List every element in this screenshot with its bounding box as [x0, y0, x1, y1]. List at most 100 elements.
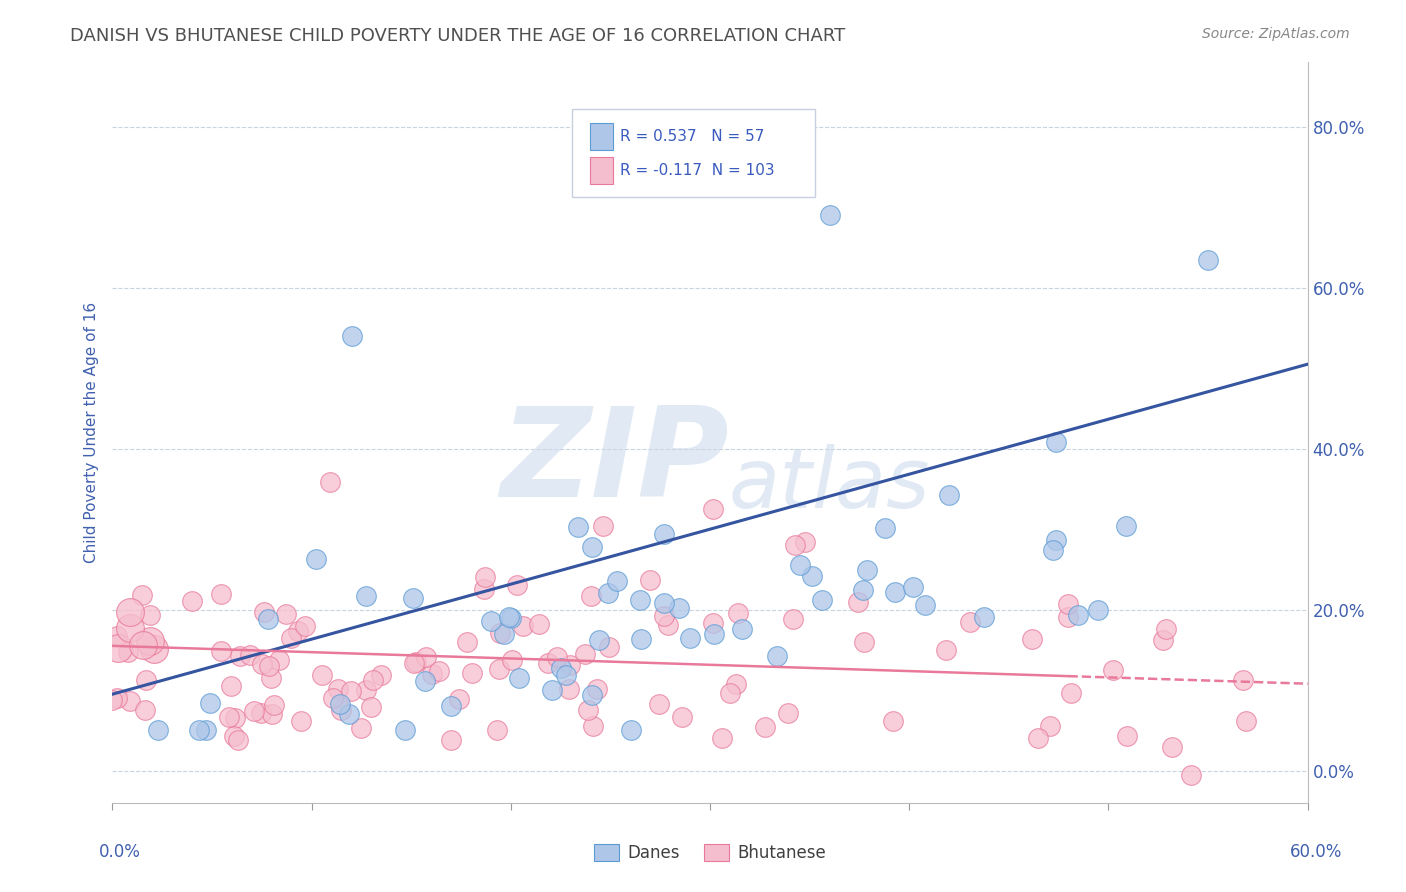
- Point: [1067, 607, 1090, 622]
- Point: [440, 698, 463, 713]
- Point: [581, 689, 603, 703]
- Point: [652, 608, 675, 623]
- Point: [914, 598, 936, 612]
- Point: [360, 699, 382, 714]
- Point: [488, 625, 510, 640]
- Point: [447, 691, 470, 706]
- Point: [250, 657, 273, 671]
- Point: [135, 673, 157, 688]
- Point: [105, 629, 128, 643]
- Point: [224, 711, 246, 725]
- Point: [405, 655, 427, 669]
- Point: [938, 488, 960, 502]
- Point: [209, 644, 232, 658]
- Point: [228, 733, 250, 747]
- Point: [558, 658, 581, 673]
- Point: [668, 600, 690, 615]
- Point: [260, 671, 283, 685]
- Point: [472, 582, 495, 597]
- Point: [852, 583, 875, 598]
- Point: [588, 633, 610, 648]
- Point: [592, 519, 614, 533]
- Point: [229, 649, 252, 664]
- Point: [811, 592, 834, 607]
- Point: [274, 607, 297, 621]
- Point: [488, 662, 510, 676]
- Point: [903, 580, 925, 594]
- Point: [420, 667, 443, 681]
- Point: [529, 617, 551, 632]
- Point: [794, 535, 817, 549]
- Legend: Danes, Bhutanese: Danes, Bhutanese: [586, 837, 834, 869]
- Point: [194, 723, 217, 738]
- Point: [671, 710, 693, 724]
- Point: [1021, 632, 1043, 647]
- Point: [337, 706, 360, 721]
- Point: [818, 208, 841, 222]
- Point: [456, 634, 478, 648]
- Point: [402, 591, 425, 606]
- Point: [875, 521, 897, 535]
- Point: [783, 538, 806, 552]
- Point: [585, 682, 607, 697]
- Text: 60.0%: 60.0%: [1291, 843, 1343, 861]
- Point: [1102, 664, 1125, 678]
- Point: [620, 723, 643, 738]
- Point: [1039, 719, 1062, 733]
- Point: [501, 653, 523, 667]
- Point: [440, 732, 463, 747]
- Text: ZIP: ZIP: [501, 401, 728, 523]
- Point: [427, 664, 450, 678]
- Point: [287, 624, 309, 639]
- Point: [754, 720, 776, 734]
- Point: [657, 618, 679, 632]
- Point: [558, 681, 581, 696]
- Point: [581, 589, 603, 603]
- Text: DANISH VS BHUTANESE CHILD POVERTY UNDER THE AGE OF 16 CORRELATION CHART: DANISH VS BHUTANESE CHILD POVERTY UNDER …: [70, 27, 845, 45]
- Point: [479, 614, 502, 628]
- Point: [574, 647, 596, 661]
- Point: [1045, 435, 1067, 450]
- Point: [512, 618, 534, 632]
- Point: [711, 731, 734, 745]
- Point: [1026, 731, 1049, 745]
- Point: [630, 632, 652, 646]
- Point: [596, 586, 619, 600]
- Point: [1161, 740, 1184, 755]
- Point: [776, 706, 799, 721]
- Point: [290, 714, 312, 729]
- Text: atlas: atlas: [728, 444, 931, 525]
- Point: [350, 721, 373, 735]
- Point: [294, 619, 316, 633]
- Point: [582, 718, 605, 732]
- Point: [224, 729, 246, 743]
- Point: [260, 707, 283, 722]
- Point: [138, 634, 160, 648]
- Point: [1057, 610, 1080, 624]
- Point: [498, 609, 520, 624]
- Point: [959, 615, 981, 629]
- Point: [370, 668, 392, 682]
- Point: [576, 702, 599, 716]
- Point: [131, 588, 153, 602]
- Point: [598, 640, 620, 654]
- Point: [402, 657, 425, 671]
- Text: Source: ZipAtlas.com: Source: ZipAtlas.com: [1202, 27, 1350, 41]
- Point: [181, 594, 204, 608]
- Point: [218, 709, 240, 723]
- Point: [508, 671, 530, 685]
- Point: [1232, 673, 1254, 688]
- Text: R = 0.537   N = 57: R = 0.537 N = 57: [620, 128, 763, 144]
- Point: [935, 642, 957, 657]
- Point: [546, 650, 568, 665]
- Point: [486, 723, 509, 737]
- Point: [581, 541, 603, 555]
- Point: [1154, 622, 1177, 636]
- Point: [415, 649, 437, 664]
- Point: [973, 610, 995, 624]
- Point: [354, 683, 377, 698]
- Point: [120, 621, 142, 635]
- Point: [1116, 729, 1139, 743]
- Point: [117, 645, 139, 659]
- Point: [198, 696, 221, 710]
